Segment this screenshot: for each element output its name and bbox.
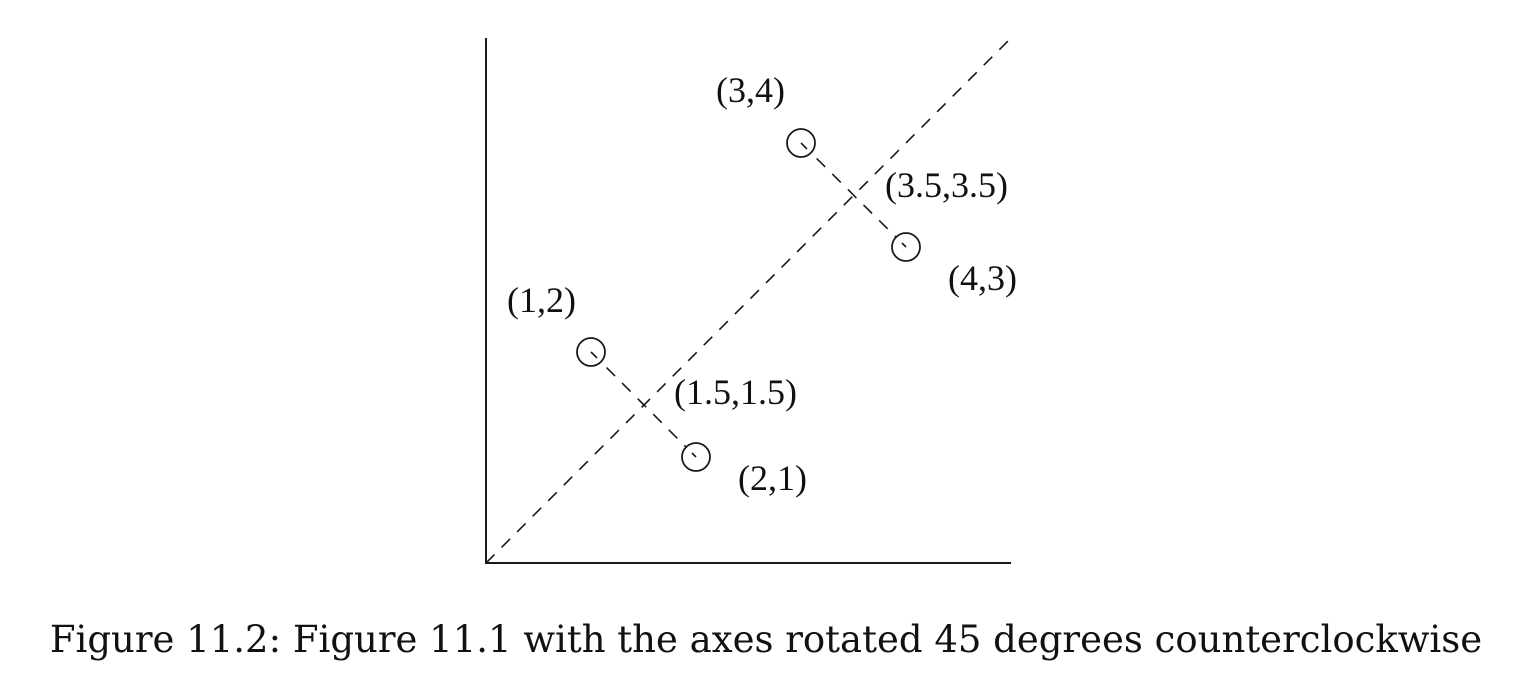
- data-point-1-2: [576, 337, 606, 367]
- perpendicular-segment-lower: [590, 351, 697, 458]
- label-projection-1-5: (1.5,1.5): [674, 372, 797, 412]
- rotated-axis-dashed-line: [485, 37, 1012, 564]
- label-point-1-2: (1,2): [507, 280, 576, 320]
- figure-caption: Figure 11.2: Figure 11.1 with the axes r…: [49, 618, 1483, 661]
- label-point-4-3: (4,3): [948, 258, 1017, 298]
- label-point-2-1: (2,1): [738, 458, 807, 498]
- perpendicular-segment-upper: [800, 142, 907, 248]
- data-point-4-3: [891, 232, 921, 262]
- data-point-3-4: [786, 128, 816, 158]
- rotated-axes-figure: (3,4) (3.5,3.5) (4,3) (1,2) (1.5,1.5) (2…: [485, 37, 1017, 564]
- data-point-2-1: [681, 442, 711, 472]
- label-projection-3-5: (3.5,3.5): [885, 165, 1008, 205]
- label-point-3-4: (3,4): [716, 70, 785, 110]
